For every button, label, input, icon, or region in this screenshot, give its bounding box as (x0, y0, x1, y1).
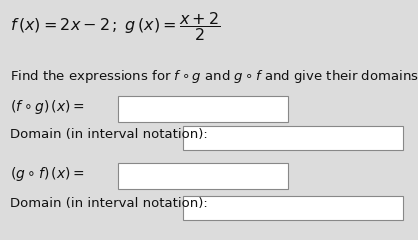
FancyBboxPatch shape (183, 126, 403, 150)
Text: Domain (in interval notation):: Domain (in interval notation): (10, 128, 208, 141)
Text: $f\,(x) = 2x - 2\,;\; g\,(x) = \dfrac{x+2}{2}$: $f\,(x) = 2x - 2\,;\; g\,(x) = \dfrac{x+… (10, 10, 220, 43)
FancyBboxPatch shape (118, 96, 288, 122)
Text: Domain (in interval notation):: Domain (in interval notation): (10, 197, 208, 210)
Text: Find the expressions for $f \circ g$ and $g \circ f$ and give their domains.: Find the expressions for $f \circ g$ and… (10, 68, 418, 85)
FancyBboxPatch shape (118, 163, 288, 189)
Text: $(g \circ f)\,(x) =$: $(g \circ f)\,(x) =$ (10, 165, 85, 183)
FancyBboxPatch shape (183, 196, 403, 220)
Text: $(f \circ g)\,(x) =$: $(f \circ g)\,(x) =$ (10, 98, 85, 116)
